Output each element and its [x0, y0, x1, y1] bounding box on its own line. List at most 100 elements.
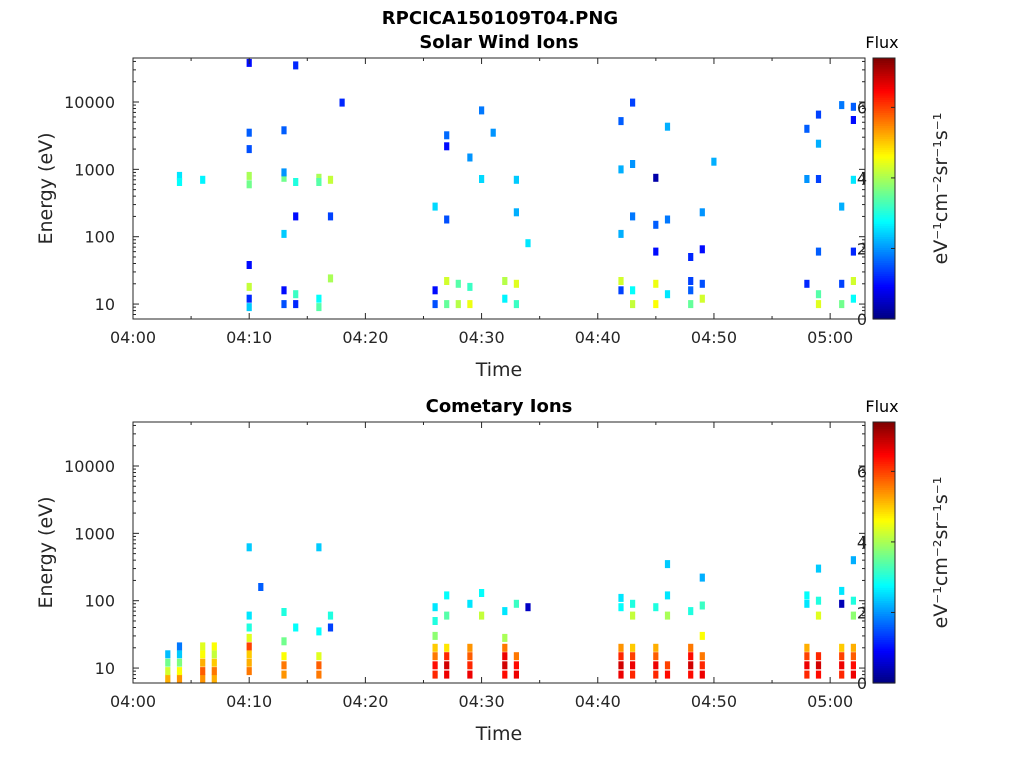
colorbar-step [873, 88, 895, 92]
colorbar-step [873, 86, 895, 90]
colorbar-step [873, 199, 895, 203]
x-tick-label: 04:40 [575, 692, 621, 711]
data-cell [316, 652, 322, 661]
colorbar-step [873, 517, 895, 521]
data-cell [815, 139, 822, 148]
data-cell [246, 667, 252, 676]
colorbar-step [873, 474, 895, 477]
data-cell [444, 643, 450, 652]
data-cell [839, 643, 845, 652]
colorbar-step [873, 563, 895, 567]
data-cell [804, 591, 810, 600]
colorbar-step [873, 125, 895, 129]
colorbar-step [873, 153, 895, 157]
data-cell [513, 175, 519, 184]
data-cell [281, 300, 287, 309]
panel-title: Solar Wind Ions [419, 32, 578, 53]
colorbar-step [873, 565, 895, 569]
data-cell [850, 116, 856, 124]
colorbar-step [873, 448, 895, 451]
data-cell [246, 180, 252, 189]
data-cell [804, 175, 810, 183]
data-cell [618, 603, 624, 612]
colorbar-step [873, 205, 895, 209]
colorbar-step [873, 208, 895, 211]
colorbar-step [873, 114, 895, 118]
data-cell [444, 131, 450, 140]
colorbar-step [873, 437, 895, 440]
data-cell [839, 599, 845, 608]
colorbar-step [873, 101, 895, 105]
x-tick-label: 04:40 [575, 328, 621, 347]
colorbar-step [873, 60, 895, 63]
data-cell [293, 178, 299, 186]
colorbar-step [873, 506, 895, 510]
colorbar-step [873, 286, 895, 290]
y-tick-label: 10 [95, 295, 115, 314]
colorbar-label: eV⁻¹cm⁻²sr⁻¹s⁻¹ [930, 113, 952, 265]
colorbar-step [873, 197, 895, 200]
colorbar-step [873, 472, 895, 475]
colorbar-step [873, 92, 895, 96]
data-cell [630, 160, 636, 168]
data-cell [850, 277, 856, 285]
x-tick-label: 05:00 [807, 692, 853, 711]
colorbar-title: Flux [865, 397, 898, 416]
data-cell [804, 599, 810, 608]
data-cell [467, 300, 473, 309]
colorbar-step [873, 282, 895, 285]
colorbar-step [873, 249, 895, 253]
colorbar-step [873, 432, 895, 436]
colorbar-step [873, 160, 895, 163]
colorbar-step [873, 262, 895, 266]
colorbar-step [873, 643, 895, 647]
colorbar-step [873, 567, 895, 571]
colorbar-step [873, 578, 895, 582]
colorbar-step [873, 604, 895, 608]
x-tick-label: 04:50 [691, 692, 737, 711]
colorbar-step [873, 245, 895, 248]
data-cell [664, 290, 671, 299]
data-cell [618, 643, 624, 652]
y-axis-label: Energy (eV) [35, 132, 57, 244]
colorbar-step [873, 498, 895, 501]
colorbar-step [873, 214, 895, 218]
colorbar-step [873, 223, 895, 227]
colorbar-step [873, 175, 895, 179]
x-tick-label: 04:50 [691, 328, 737, 347]
colorbar-tick-label: 0 [857, 310, 867, 329]
data-cell [444, 215, 450, 224]
data-cell [444, 661, 450, 670]
data-cell [327, 274, 334, 283]
colorbar-step [873, 537, 895, 541]
data-cell [467, 282, 473, 291]
data-cell [688, 277, 694, 285]
colorbar-step [873, 279, 895, 283]
colorbar-step [873, 539, 895, 543]
colorbar-step [873, 238, 895, 242]
data-cell [316, 303, 322, 312]
colorbar-step [873, 680, 895, 684]
colorbar-step [873, 426, 895, 430]
data-cell [281, 286, 287, 295]
colorbar-step [873, 424, 895, 427]
data-cell [850, 175, 856, 184]
data-cell [246, 623, 252, 632]
colorbar-step [873, 212, 895, 216]
data-cell [316, 661, 322, 670]
x-tick-label: 04:20 [342, 692, 388, 711]
data-cell [664, 591, 671, 600]
data-cell [502, 277, 508, 285]
data-cell [699, 670, 705, 679]
colorbar-step [873, 528, 895, 532]
colorbar-step [873, 66, 895, 70]
data-cell [432, 670, 438, 679]
data-cell [432, 631, 438, 640]
colorbar-step [873, 118, 895, 122]
data-cell [804, 124, 810, 133]
data-cell [850, 611, 856, 620]
colorbar-tick-label: 4 [857, 533, 867, 552]
data-cell [176, 667, 183, 676]
colorbar-label: eV⁻¹cm⁻²sr⁻¹s⁻¹ [930, 477, 952, 629]
